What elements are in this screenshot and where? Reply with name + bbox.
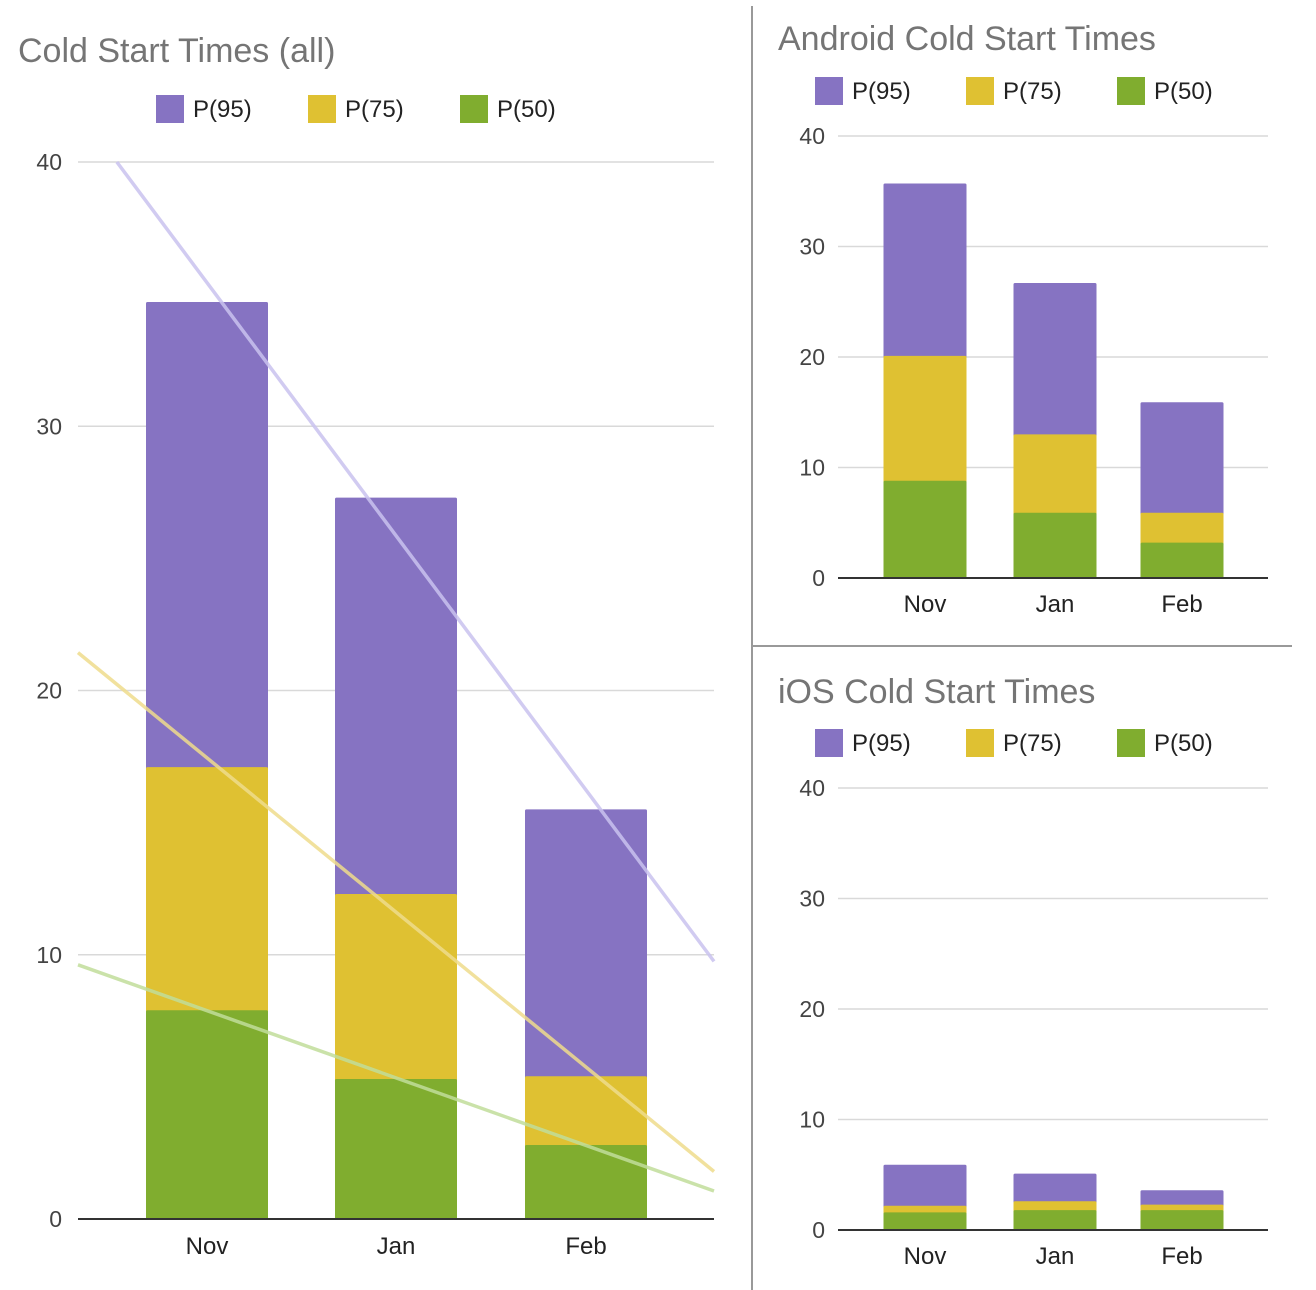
y-tick-label: 40	[799, 775, 825, 801]
y-tick-label: 30	[799, 234, 825, 260]
chart-all: Cold Start Times (all) P(95) P(75) P(50) 0 10…	[18, 32, 716, 1260]
legend-swatch-p75	[966, 729, 994, 757]
bar-p50-jan[interactable]: P(50) Jan: 1.8	[1013, 1210, 1097, 1230]
x-category-label: Feb	[1161, 591, 1202, 618]
chart-ios: iOS Cold Start Times P(95) P(75) P(50) 0 10 20…	[778, 673, 1268, 1270]
bar-p50-feb[interactable]: P(50) Feb: 3.2	[1140, 542, 1224, 578]
y-tick-label: 20	[36, 678, 62, 704]
trendline-p50	[77, 963, 715, 1193]
chart-title: Android Cold Start Times	[778, 20, 1156, 58]
legend-label-p50[interactable]: P(50)	[497, 96, 556, 123]
bar-p50-nov[interactable]: P(50) Nov: 8.8	[883, 480, 967, 578]
legend-swatch-p95	[815, 729, 843, 757]
legend-label-p75[interactable]: P(75)	[1003, 730, 1062, 757]
bar-p50-nov[interactable]: P(50) Nov: 1.6	[883, 1212, 967, 1230]
bar-p50-jan[interactable]: P(50) Jan: 5.3	[335, 1078, 457, 1219]
y-tick-label: 40	[36, 149, 62, 175]
y-tick-label: 0	[49, 1206, 62, 1232]
legend-label-p95[interactable]: P(95)	[852, 730, 911, 757]
y-tick-label: 10	[799, 1107, 825, 1133]
y-tick-label: 10	[36, 942, 62, 968]
chart-title: iOS Cold Start Times	[778, 673, 1095, 711]
y-tick-label: 20	[799, 344, 825, 370]
x-category-label: Feb	[565, 1233, 606, 1260]
legend-swatch-p50	[460, 95, 488, 123]
x-category-label: Nov	[904, 1243, 947, 1270]
bar-p50-feb[interactable]: P(50) Feb: 2.8	[525, 1145, 647, 1219]
bar-p50-nov[interactable]: P(50) Nov: 7.9	[146, 1010, 268, 1219]
y-tick-label: 30	[36, 413, 62, 439]
x-category-label: Jan	[1036, 591, 1075, 618]
chart-title: Cold Start Times (all)	[18, 32, 335, 70]
x-category-label: Nov	[904, 591, 947, 618]
legend-label-p95[interactable]: P(95)	[852, 78, 911, 105]
legend-label-p75[interactable]: P(75)	[1003, 78, 1062, 105]
legend-swatch-p75	[966, 77, 994, 105]
trendline-p75	[76, 651, 716, 1173]
legend-swatch-p75	[308, 95, 336, 123]
x-category-label: Jan	[377, 1233, 416, 1260]
x-category-label: Jan	[1036, 1243, 1075, 1270]
y-tick-label: 20	[799, 996, 825, 1022]
legend-swatch-p95	[815, 77, 843, 105]
y-tick-label: 30	[799, 886, 825, 912]
chart-android: Android Cold Start Times P(95) P(75) P(50) 0…	[778, 20, 1268, 618]
y-tick-label: 10	[799, 455, 825, 481]
legend-swatch-p95	[156, 95, 184, 123]
legend-swatch-p50	[1117, 729, 1145, 757]
legend-swatch-p50	[1117, 77, 1145, 105]
trendline-p95	[115, 160, 716, 963]
legend-label-p50[interactable]: P(50)	[1154, 730, 1213, 757]
bar-p50-jan[interactable]: P(50) Jan: 5.9	[1013, 512, 1097, 578]
y-tick-label: 40	[799, 123, 825, 149]
y-tick-label: 0	[812, 565, 825, 591]
legend-label-p50[interactable]: P(50)	[1154, 78, 1213, 105]
legend-label-p95[interactable]: P(95)	[193, 96, 252, 123]
x-category-label: Nov	[186, 1233, 229, 1260]
legend-label-p75[interactable]: P(75)	[345, 96, 404, 123]
y-tick-label: 0	[812, 1217, 825, 1243]
x-category-label: Feb	[1161, 1243, 1202, 1270]
bar-p50-feb[interactable]: P(50) Feb: 1.8	[1140, 1210, 1224, 1230]
